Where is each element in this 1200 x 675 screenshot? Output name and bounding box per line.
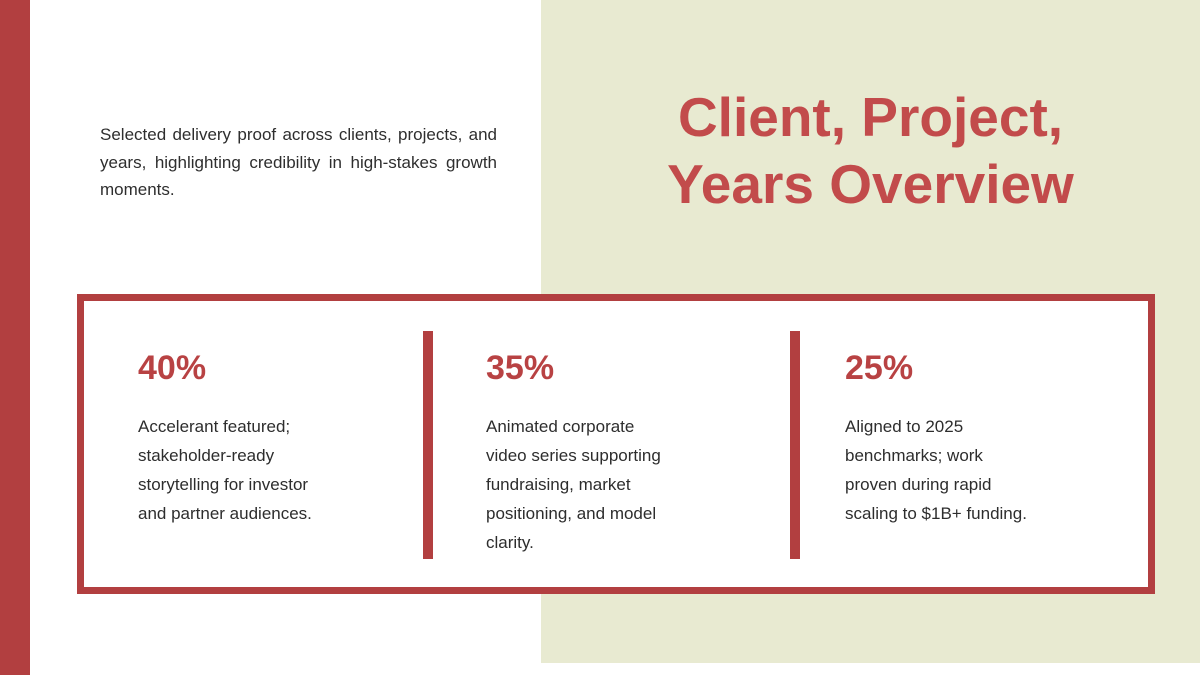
stat-description-2: Animated corporate video series supporti…: [486, 417, 661, 552]
stat-column-3: 25% Aligned to 2025 benchmarks; work pro…: [800, 301, 1148, 587]
stat-value-1: 40%: [138, 349, 207, 387]
stat-description-3: Aligned to 2025 benchmarks; work proven …: [845, 417, 1027, 523]
stats-box: 40% Accelerant featured; stakeholder-rea…: [77, 294, 1155, 594]
stat-value-3: 25%: [845, 349, 914, 387]
stat-column-1: 40% Accelerant featured; stakeholder-rea…: [84, 301, 423, 587]
stat-divider-1: [423, 331, 433, 559]
stat-value-2: 35%: [486, 349, 555, 387]
slide-title: Client, Project, Years Overview: [667, 86, 1074, 215]
intro-paragraph: Selected delivery proof across clients, …: [100, 125, 497, 199]
stat-column-2: 35% Animated corporate video series supp…: [433, 301, 790, 587]
stat-divider-2: [790, 331, 800, 559]
stat-description-1: Accelerant featured; stakeholder-ready s…: [138, 417, 312, 523]
left-accent-bar: [0, 0, 30, 675]
